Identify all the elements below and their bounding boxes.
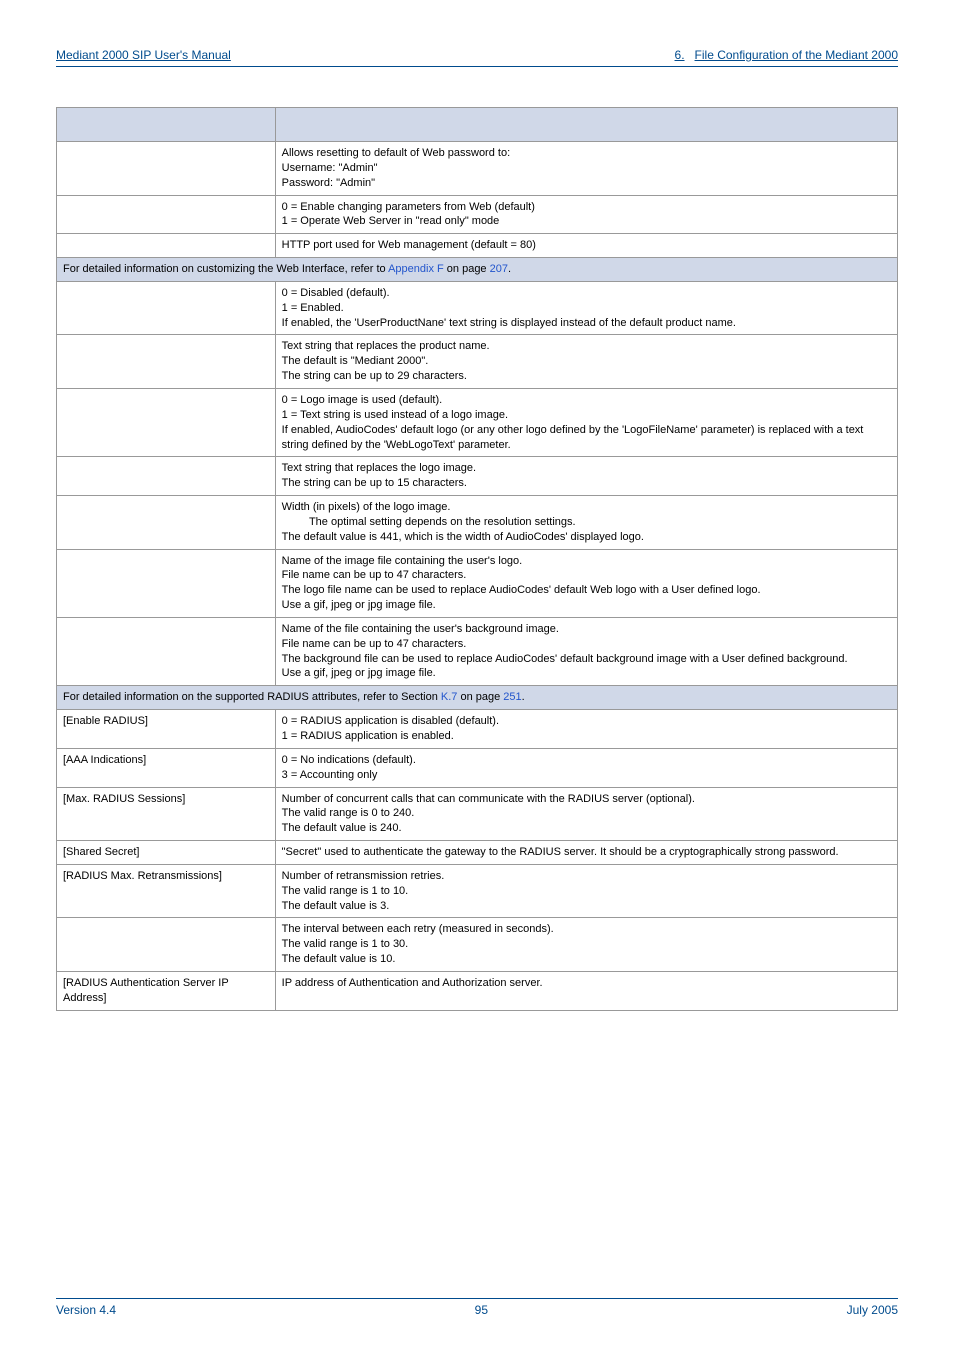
cell-left: [Shared Secret] bbox=[57, 841, 276, 865]
cell-left bbox=[57, 496, 276, 550]
table-row: The interval between each retry (measure… bbox=[57, 918, 898, 972]
cell-left: [RADIUS Authentication Server IP Address… bbox=[57, 971, 276, 1010]
cell-left bbox=[57, 617, 276, 685]
cell-right: 0 = RADIUS application is disabled (defa… bbox=[275, 710, 897, 749]
table-row: Text string that replaces the product na… bbox=[57, 335, 898, 389]
table-header-row bbox=[57, 108, 898, 142]
table-row: Allows resetting to default of Web passw… bbox=[57, 142, 898, 196]
cell-right: The interval between each retry (measure… bbox=[275, 918, 897, 972]
cell-right: Name of the image file containing the us… bbox=[275, 549, 897, 617]
page-header: Mediant 2000 SIP User's Manual 6. File Co… bbox=[56, 48, 898, 67]
table-row: [Enable RADIUS]0 = RADIUS application is… bbox=[57, 710, 898, 749]
section-header-row: For detailed information on the supporte… bbox=[57, 686, 898, 710]
section-text: on page bbox=[457, 691, 503, 703]
cell-right: IP address of Authentication and Authori… bbox=[275, 971, 897, 1010]
cell-right: "Secret" used to authenticate the gatewa… bbox=[275, 841, 897, 865]
cell-left: [Enable RADIUS] bbox=[57, 710, 276, 749]
page: Mediant 2000 SIP User's Manual 6. File Co… bbox=[0, 0, 954, 1351]
cell-left: [Max. RADIUS Sessions] bbox=[57, 787, 276, 841]
page-footer: Version 4.4 95 July 2005 bbox=[56, 1298, 898, 1317]
cell-right: Allows resetting to default of Web passw… bbox=[275, 142, 897, 196]
cell-right: Text string that replaces the product na… bbox=[275, 335, 897, 389]
header-left: Mediant 2000 SIP User's Manual bbox=[56, 48, 231, 62]
cell-left bbox=[57, 195, 276, 234]
cell-left bbox=[57, 234, 276, 258]
table-row: [Max. RADIUS Sessions]Number of concurre… bbox=[57, 787, 898, 841]
table-row: HTTP port used for Web management (defau… bbox=[57, 234, 898, 258]
table-row: Width (in pixels) of the logo image. The… bbox=[57, 496, 898, 550]
cell-left: [AAA Indications] bbox=[57, 748, 276, 787]
cell-right: Width (in pixels) of the logo image. The… bbox=[275, 496, 897, 550]
cell-right: Name of the file containing the user's b… bbox=[275, 617, 897, 685]
link-section[interactable]: K.7 bbox=[441, 691, 458, 703]
header-chapter-num: 6. bbox=[675, 48, 685, 62]
cell-right: 0 = Enable changing parameters from Web … bbox=[275, 195, 897, 234]
cell-right: 0 = Disabled (default). 1 = Enabled. If … bbox=[275, 281, 897, 335]
cell-right: Text string that replaces the logo image… bbox=[275, 457, 897, 496]
cell-left bbox=[57, 281, 276, 335]
section-header-row: For detailed information on customizing … bbox=[57, 258, 898, 282]
section-text: . bbox=[522, 691, 525, 703]
header-right: 6. File Configuration of the Mediant 2000 bbox=[675, 48, 898, 62]
footer-version: Version 4.4 bbox=[56, 1303, 116, 1317]
cell-right: 0 = No indications (default). 3 = Accoun… bbox=[275, 748, 897, 787]
footer-page-number: 95 bbox=[475, 1303, 488, 1317]
table-row: Text string that replaces the logo image… bbox=[57, 457, 898, 496]
table-row: [RADIUS Max. Retransmissions]Number of r… bbox=[57, 864, 898, 918]
table-row: Name of the file containing the user's b… bbox=[57, 617, 898, 685]
table-row: [RADIUS Authentication Server IP Address… bbox=[57, 971, 898, 1010]
cell-right: 0 = Logo image is used (default). 1 = Te… bbox=[275, 388, 897, 456]
section-header-cell: For detailed information on the supporte… bbox=[57, 686, 898, 710]
section-text: For detailed information on the supporte… bbox=[63, 691, 441, 703]
cell-right: HTTP port used for Web management (defau… bbox=[275, 234, 897, 258]
table-row: Name of the image file containing the us… bbox=[57, 549, 898, 617]
table-1: Allows resetting to default of Web passw… bbox=[56, 107, 898, 1011]
cell-left bbox=[57, 918, 276, 972]
table-row: [Shared Secret]"Secret" used to authenti… bbox=[57, 841, 898, 865]
cell-left bbox=[57, 335, 276, 389]
cell-right: Number of retransmission retries. The va… bbox=[275, 864, 897, 918]
cell-right: Number of concurrent calls that can comm… bbox=[275, 787, 897, 841]
link-page[interactable]: 251 bbox=[503, 691, 521, 703]
section-text: For detailed information on customizing … bbox=[63, 263, 388, 275]
width-line3: The default value is 441, which is the w… bbox=[282, 531, 644, 543]
width-line2: The optimal setting depends on the resol… bbox=[282, 516, 576, 528]
cell-left bbox=[57, 142, 276, 196]
header-chapter-title: File Configuration of the Mediant 2000 bbox=[695, 48, 898, 62]
section-text: . bbox=[508, 263, 511, 275]
cell-left bbox=[57, 388, 276, 456]
table-row: 0 = Disabled (default). 1 = Enabled. If … bbox=[57, 281, 898, 335]
table-row: [AAA Indications]0 = No indications (def… bbox=[57, 748, 898, 787]
section-header-cell: For detailed information on customizing … bbox=[57, 258, 898, 282]
section-text: on page bbox=[444, 263, 490, 275]
cell-left bbox=[57, 549, 276, 617]
footer-date: July 2005 bbox=[847, 1303, 898, 1317]
table-row: 0 = Enable changing parameters from Web … bbox=[57, 195, 898, 234]
cell-left: [RADIUS Max. Retransmissions] bbox=[57, 864, 276, 918]
table-row: 0 = Logo image is used (default). 1 = Te… bbox=[57, 388, 898, 456]
cell-left bbox=[57, 457, 276, 496]
link-page[interactable]: 207 bbox=[490, 263, 508, 275]
link-appendix[interactable]: Appendix F bbox=[388, 263, 444, 275]
width-line1: Width (in pixels) of the logo image. bbox=[282, 501, 451, 513]
